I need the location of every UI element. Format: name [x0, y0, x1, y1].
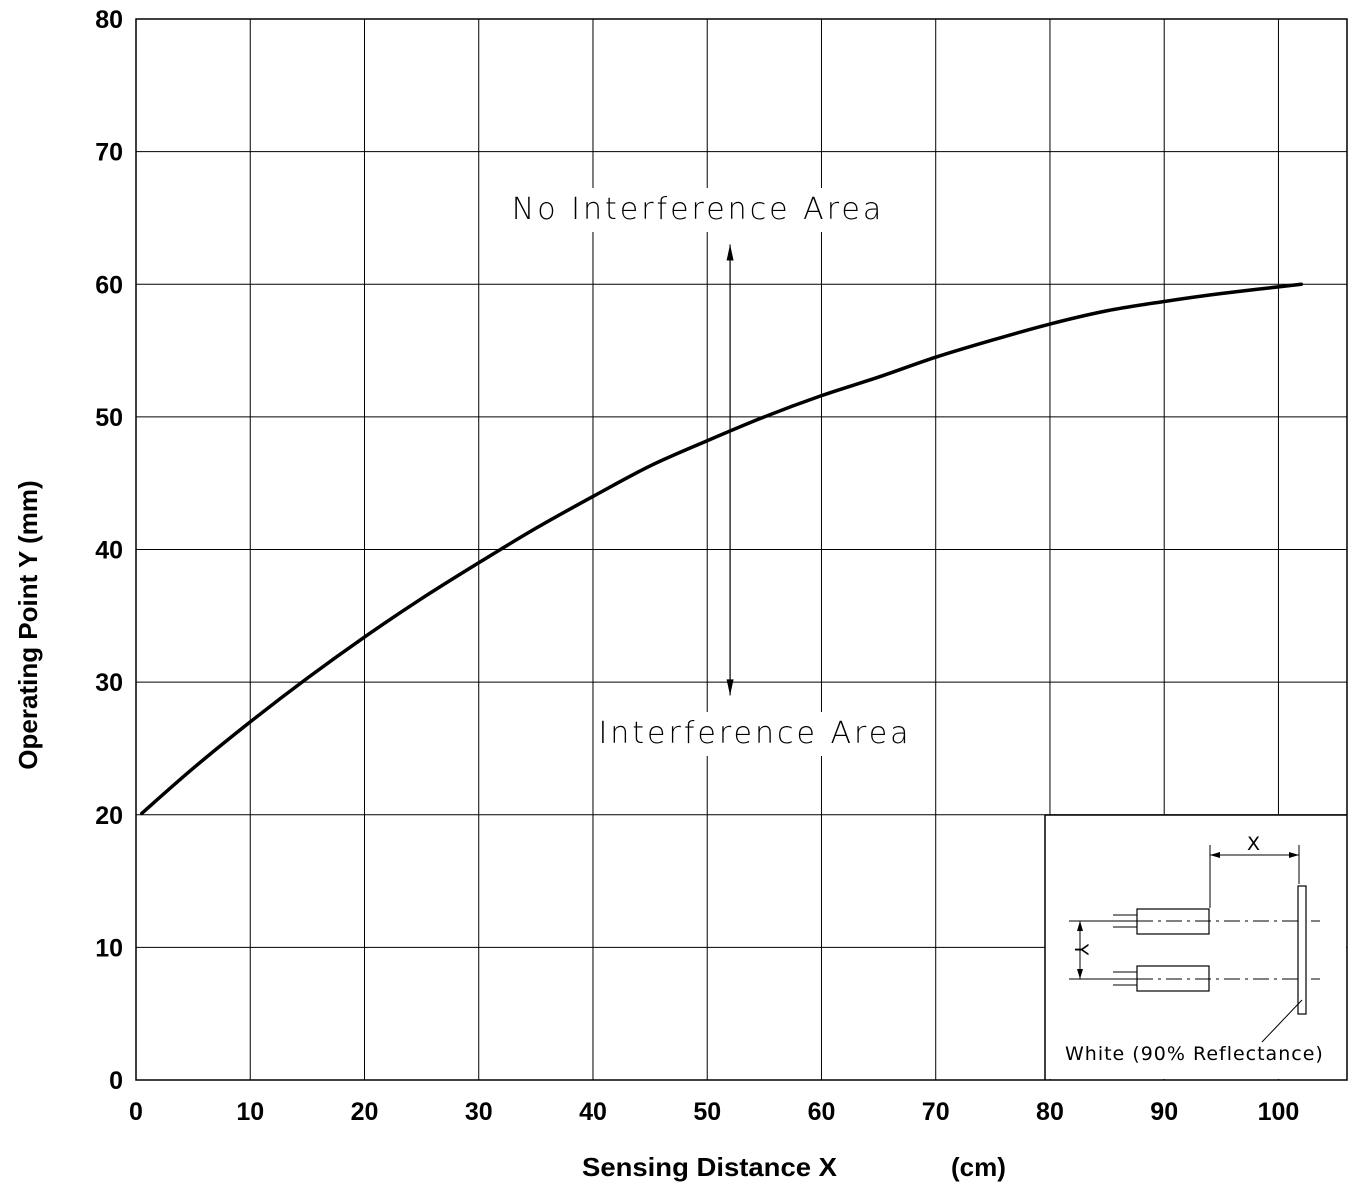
upper-label-mask: [510, 188, 888, 232]
y-tick-labels: 0 10 20 30 40 50 60 70 80: [95, 6, 123, 1095]
y-tick-label: 10: [95, 934, 123, 962]
inset-y-label: Y: [1070, 943, 1092, 957]
reflector-plate: [1297, 885, 1307, 1015]
y-tick-label: 30: [95, 669, 123, 697]
x-tick-label: 0: [129, 1098, 143, 1126]
y-tick-label: 50: [95, 404, 123, 432]
inset-x-label: X: [1247, 833, 1261, 855]
y-tick-label: 0: [109, 1067, 123, 1095]
inset-diagram: X Y White (90% Reflectance): [1044, 814, 1347, 1080]
x-tick-label: 20: [351, 1098, 379, 1126]
x-tick-label: 10: [236, 1098, 264, 1126]
x-tick-label: 100: [1258, 1098, 1300, 1126]
x-tick-label: 40: [579, 1098, 607, 1126]
y-tick-label: 60: [95, 271, 123, 299]
x-tick-label: 30: [465, 1098, 493, 1126]
y-tick-label: 40: [95, 537, 123, 565]
arrow-head-down: [726, 679, 734, 696]
no-interference-label: No Interference Area: [512, 192, 884, 227]
x-axis-title: Sensing Distance X: [582, 1152, 838, 1182]
interference-arrow: [726, 244, 734, 696]
curve-layer: [139, 282, 1304, 816]
x-tick-label: 90: [1150, 1098, 1178, 1126]
inset-caption: White (90% Reflectance): [1065, 1043, 1324, 1065]
y-tick-label: 70: [95, 139, 123, 167]
x-tick-label: 70: [922, 1098, 950, 1126]
lower-label-mask: [596, 712, 914, 756]
interference-label: Interference Area: [598, 716, 911, 751]
x-tick-label: 60: [808, 1098, 836, 1126]
y-axis-title: Operating Point Y (mm): [13, 480, 43, 769]
inset-background: [1045, 815, 1346, 1079]
x-tick-label: 80: [1036, 1098, 1064, 1126]
operating-point-curve: [139, 282, 1304, 816]
y-tick-label: 80: [95, 6, 123, 34]
y-tick-label: 20: [95, 802, 123, 830]
x-tick-labels: 0 10 20 30 40 50 60 70 80 90 100: [129, 1098, 1299, 1126]
x-tick-label: 50: [693, 1098, 721, 1126]
x-axis-unit: (cm): [951, 1152, 1006, 1182]
arrow-head-up: [726, 244, 734, 261]
